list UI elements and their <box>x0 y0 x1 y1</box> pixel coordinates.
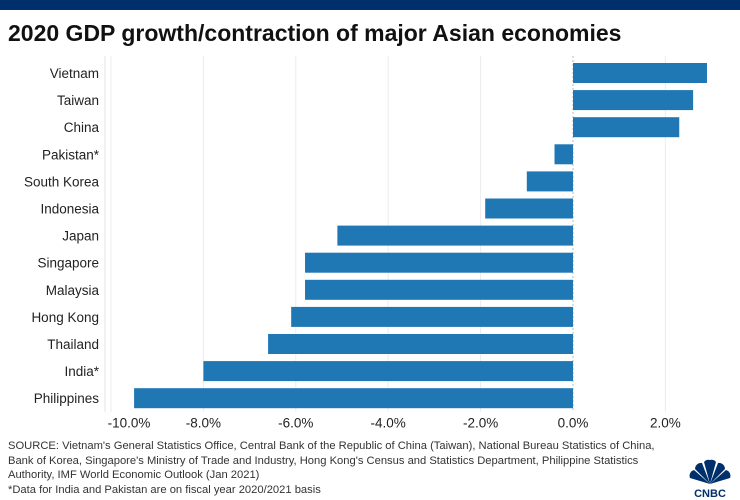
bar-malaysia <box>305 279 573 300</box>
bar-pakistan <box>554 144 573 165</box>
category-label: India* <box>64 364 99 379</box>
top-banner <box>0 0 740 10</box>
bar-chart: -10.0% -8.0% -6.0% -4.0% -2.0% 0.0% 2.0% Vietna… <box>24 56 707 430</box>
category-label: Thailand <box>47 337 99 352</box>
source-line: SOURCE: Vietnam's General Statistics Off… <box>8 440 655 452</box>
svg-text:CNBC: CNBC <box>694 488 726 498</box>
category-label: Malaysia <box>46 283 100 298</box>
bar-taiwan <box>573 90 694 111</box>
x-tick-label: 2.0% <box>650 415 681 430</box>
category-label: Indonesia <box>40 202 99 217</box>
bar-thailand <box>268 334 573 354</box>
category-label: South Korea <box>24 174 100 189</box>
chart-title: 2020 GDP growth/contraction of major Asi… <box>8 20 622 46</box>
footnote: *Data for India and Pakistan are on fisc… <box>8 483 321 496</box>
source-line: Bank of Korea, Singapore's Ministry of T… <box>8 454 639 467</box>
source-line: Authority, IMF World Economic Outlook (J… <box>8 469 260 481</box>
category-label: Singapore <box>37 256 99 271</box>
x-tick-label: 0.0% <box>558 415 589 430</box>
bar-singapore <box>305 252 573 273</box>
cnbc-logo: CNBC <box>689 459 731 498</box>
category-label: Philippines <box>34 391 100 406</box>
bar-japan <box>337 225 573 246</box>
bar-philippines <box>134 388 573 409</box>
bar-hong-kong <box>291 306 573 327</box>
bar-vietnam <box>573 63 707 83</box>
category-label: Taiwan <box>57 93 99 108</box>
x-tick-label: -6.0% <box>278 415 313 430</box>
category-label: Hong Kong <box>31 310 99 325</box>
x-tick-label: -2.0% <box>463 415 498 430</box>
bar-south-korea <box>526 171 573 192</box>
source-notes: SOURCE: Vietnam's General Statistics Off… <box>8 439 688 497</box>
x-tick-label: -8.0% <box>186 415 221 430</box>
category-label: Japan <box>62 229 99 244</box>
x-tick-label: -4.0% <box>371 415 406 430</box>
category-label: Vietnam <box>50 66 99 81</box>
x-tick-label: -10.0% <box>108 415 151 430</box>
category-label: Pakistan* <box>42 147 100 162</box>
category-label: China <box>64 120 100 135</box>
bar-china <box>573 117 680 138</box>
bar-india <box>203 361 573 382</box>
bar-indonesia <box>485 198 573 219</box>
